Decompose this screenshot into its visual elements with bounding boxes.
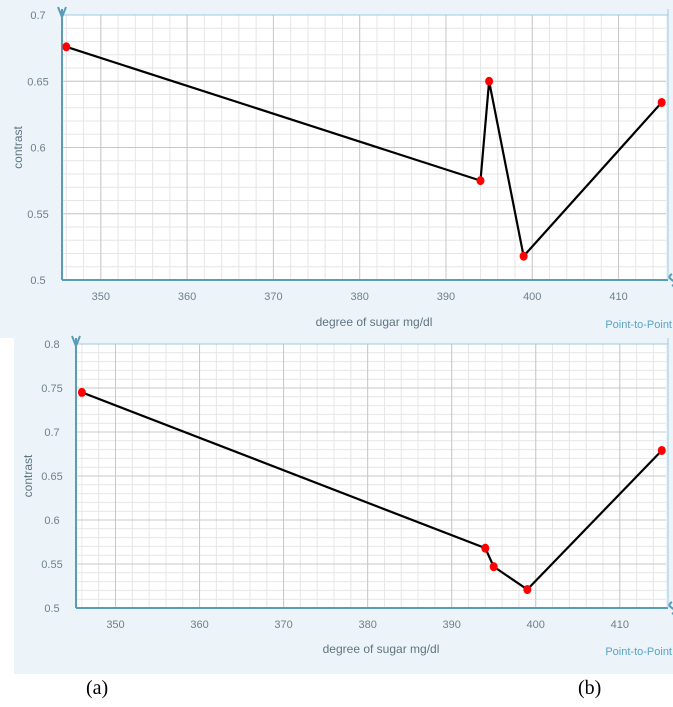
x-tick-label: 390 (437, 291, 455, 303)
x-tick-label: 400 (527, 619, 545, 631)
x-tick-label: 380 (351, 291, 369, 303)
caption-b: (b) (578, 677, 602, 699)
y-tick-label: 0.7 (44, 427, 59, 439)
y-axis-label: contrast (21, 454, 35, 497)
y-axis-arrow-icon (71, 335, 81, 349)
data-point (657, 97, 666, 107)
data-point (657, 445, 666, 455)
x-axis-arrow-icon (668, 601, 673, 615)
x-tick-label: 360 (178, 291, 196, 303)
x-axis-label: degree of sugar mg/dl (316, 315, 433, 329)
mode-label: Point-to-Point (605, 319, 672, 331)
x-tick-label: 390 (443, 619, 461, 631)
y-tick-label: 0.55 (41, 559, 62, 571)
data-point (62, 42, 71, 52)
x-tick-label: 350 (92, 291, 110, 303)
caption-a: (a) (86, 677, 109, 699)
chart-panel-a: 350 360 370 380 390 400 410 0.5 0.55 0.6 0.65 0.7 de… (0, 0, 673, 338)
y-tick-label: 0.6 (30, 143, 45, 155)
y-tick-label: 0.55 (27, 209, 48, 221)
x-tick-label: 370 (274, 619, 292, 631)
y-axis-arrow-icon (57, 6, 67, 20)
y-axis-label: contrast (11, 125, 25, 168)
data-point (489, 562, 498, 572)
y-tick-label: 0.65 (27, 76, 48, 88)
x-tick-label: 410 (611, 619, 629, 631)
chart-b-svg: 350 360 370 380 390 400 410 0.5 0.55 0.6 0.65 0.7 0.… (21, 335, 673, 658)
x-tick-label: 360 (190, 619, 208, 631)
chart-a-svg: 350 360 370 380 390 400 410 0.5 0.55 0.6 0.65 0.7 de… (11, 6, 673, 331)
chart-panel-b: 350 360 370 380 390 400 410 0.5 0.55 0.6 0.65 0.7 0.… (14, 335, 673, 674)
mode-label: Point-to-Point (605, 646, 672, 658)
data-point (523, 585, 532, 595)
data-point (476, 176, 485, 186)
y-tick-label: 0.5 (30, 275, 45, 287)
y-tick-label: 0.5 (44, 603, 59, 615)
x-tick-label: 350 (106, 619, 124, 631)
y-tick-label: 0.6 (44, 515, 59, 527)
x-tick-label: 380 (358, 619, 376, 631)
y-tick-label: 0.8 (44, 339, 59, 351)
y-tick-label: 0.75 (41, 383, 62, 395)
data-point (485, 76, 494, 86)
x-axis-label: degree of sugar mg/dl (323, 642, 440, 656)
y-tick-label: 0.65 (41, 471, 62, 483)
x-tick-label: 400 (523, 291, 541, 303)
y-tick-label: 0.7 (30, 10, 45, 22)
data-point (77, 387, 86, 397)
data-point (481, 543, 490, 553)
x-tick-label: 370 (264, 291, 282, 303)
data-point (519, 251, 528, 261)
x-axis-arrow-icon (668, 273, 673, 287)
x-tick-label: 410 (609, 291, 627, 303)
